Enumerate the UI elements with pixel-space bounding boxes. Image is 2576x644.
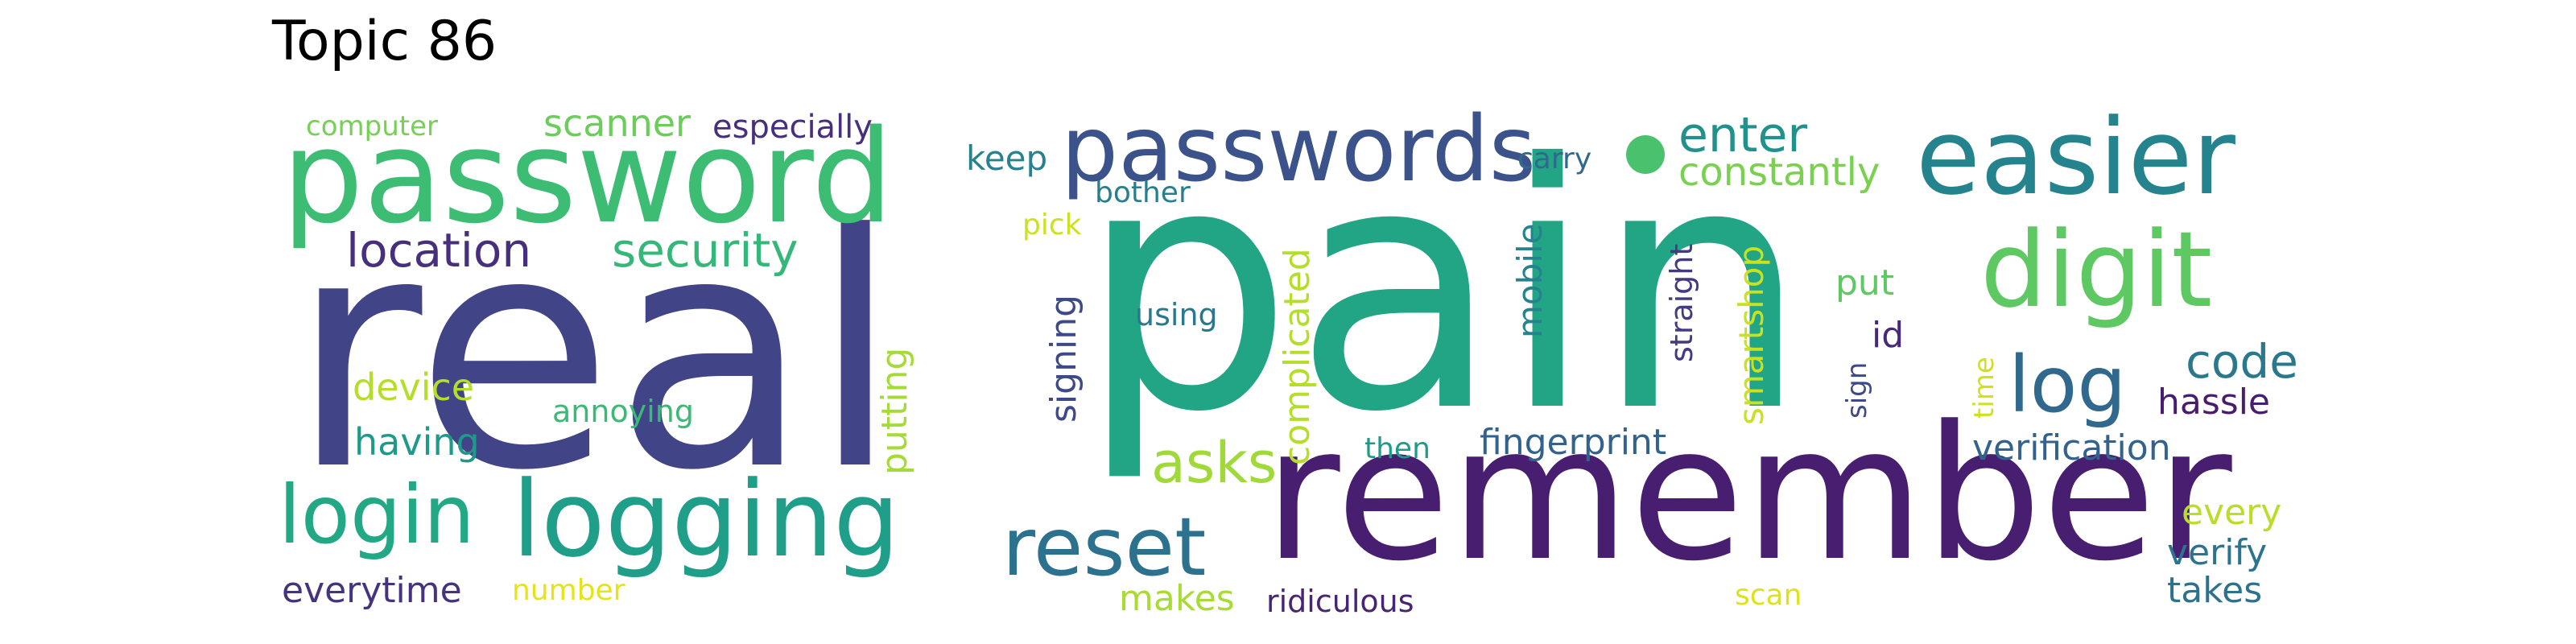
word-put: put [1835, 262, 1895, 303]
word-hassle: hassle [2157, 382, 2270, 423]
word-pain: pain [1079, 93, 1809, 486]
dot-mark [1626, 135, 1665, 174]
word-cloud: pain real remember password passwords easier d… [272, 93, 2304, 617]
word-passwords: passwords [1061, 97, 1537, 202]
word-scan: scan [1735, 579, 1802, 612]
word-digit: digit [1980, 208, 2213, 331]
word-reset: reset [1002, 500, 1207, 594]
page-title: Topic 86 [272, 10, 497, 73]
word-location: location [346, 223, 532, 278]
word-remember: remember [1264, 387, 2232, 602]
word-having: having [354, 420, 480, 464]
word-password: password [282, 101, 894, 252]
word-verify: verify [2167, 532, 2268, 573]
word-complicated: complicated [1277, 248, 1318, 465]
word-every: every [2182, 492, 2282, 533]
word-carry: carry [1517, 142, 1592, 175]
word-number: number [512, 574, 625, 607]
word-device: device [353, 365, 475, 409]
word-code: code [2186, 334, 2298, 389]
word-makes: makes [1119, 578, 1235, 619]
word-verification: verification [1972, 427, 2171, 469]
word-everytime: everytime [282, 570, 462, 611]
word-login: login [279, 468, 475, 562]
word-using: using [1135, 297, 1218, 332]
word-then: then [1364, 432, 1430, 465]
word-annoying: annoying [552, 394, 694, 429]
word-real: real [290, 167, 901, 541]
word-especially: especially [712, 109, 873, 146]
word-signing: signing [1043, 294, 1084, 423]
word-enter: enter [1678, 107, 1808, 163]
word-mobile: mobile [1510, 223, 1550, 338]
word-computer: computer [306, 110, 438, 142]
word-time: time [1968, 357, 2000, 419]
word-smartshop: smartshop [1732, 245, 1771, 425]
word-logging: logging [512, 458, 900, 580]
word-straight: straight [1664, 243, 1699, 362]
word-asks: asks [1151, 430, 1278, 496]
word-constantly: constantly [1678, 150, 1880, 195]
word-keep: keep [966, 138, 1048, 178]
word-scanner: scanner [543, 101, 691, 145]
word-security: security [612, 223, 799, 278]
word-takes: takes [2167, 570, 2263, 611]
word-sign: sign [1841, 361, 1873, 419]
word-easier: easier [1916, 96, 2235, 218]
word-putting: putting [874, 347, 915, 475]
word-ridiculous: ridiculous [1266, 584, 1414, 619]
word-bother: bother [1095, 176, 1191, 209]
word-id: id [1872, 315, 1905, 356]
word-fingerprint: fingerprint [1480, 422, 1667, 463]
word-pick: pick [1022, 208, 1082, 242]
word-log: log [2008, 340, 2127, 430]
